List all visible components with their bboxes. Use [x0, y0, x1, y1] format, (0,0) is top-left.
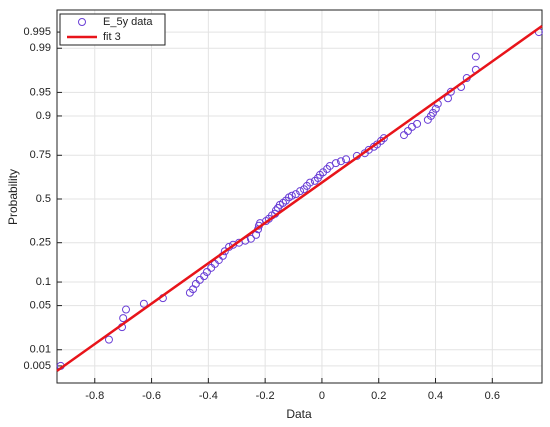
- x-tick-label: 0.6: [485, 390, 500, 402]
- x-tick-label: -0.2: [256, 390, 275, 402]
- x-axis-label: Data: [286, 407, 312, 421]
- data-point: [287, 191, 296, 200]
- data-point: [403, 126, 412, 135]
- y-tick-label: 0.99: [30, 42, 51, 54]
- data-point: [306, 178, 315, 187]
- data-point: [291, 190, 300, 199]
- data-point: [119, 314, 128, 323]
- data-point: [220, 247, 229, 256]
- data-point: [444, 94, 453, 103]
- data-point: [399, 131, 408, 140]
- data-point: [191, 279, 200, 288]
- data-point: [431, 104, 440, 113]
- data-point: [246, 234, 255, 243]
- y-tick-label: 0.9: [36, 110, 51, 122]
- y-tick-label: 0.005: [23, 360, 51, 372]
- y-tick-label: 0.05: [30, 299, 51, 311]
- data-point: [139, 299, 148, 308]
- x-tick-label: -0.8: [85, 390, 104, 402]
- data-point: [413, 119, 422, 128]
- data-point: [471, 52, 480, 61]
- fit-line: [56, 24, 543, 372]
- x-tick-label: 0: [319, 390, 325, 402]
- y-tick-label: 0.5: [36, 193, 51, 205]
- y-tick-label: 0.1: [36, 276, 51, 288]
- y-tick-label: 0.995: [23, 26, 51, 38]
- legend-box: [59, 13, 166, 46]
- legend-marker: [78, 18, 86, 26]
- plot-frame: [56, 9, 543, 384]
- x-tick-label: 0.4: [428, 390, 443, 402]
- data-point: [331, 159, 340, 168]
- data-point: [376, 136, 385, 145]
- x-tick-label: 0.2: [371, 390, 386, 402]
- legend-label: fit 3: [103, 31, 121, 43]
- y-axis-label: Probability: [6, 169, 20, 225]
- data-point: [342, 155, 351, 164]
- data-point: [336, 157, 345, 166]
- data-point: [202, 267, 211, 276]
- y-tick-label: 0.01: [30, 344, 51, 356]
- data-point: [200, 272, 209, 281]
- data-point: [296, 187, 305, 196]
- x-tick-label: -0.4: [199, 390, 218, 402]
- data-point: [407, 122, 416, 131]
- y-tick-label: 0.25: [30, 237, 51, 249]
- y-tick-label: 0.75: [30, 149, 51, 161]
- y-tick-label: 0.95: [30, 86, 51, 98]
- data-point: [446, 87, 455, 96]
- data-point: [428, 108, 437, 117]
- data-point: [252, 230, 261, 239]
- data-point: [104, 335, 113, 344]
- data-point: [279, 198, 288, 207]
- data-point: [122, 305, 131, 314]
- x-tick-label: -0.6: [142, 390, 161, 402]
- legend-label: E_5y data: [103, 16, 153, 28]
- data-point: [379, 134, 388, 143]
